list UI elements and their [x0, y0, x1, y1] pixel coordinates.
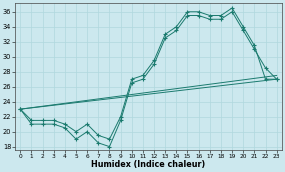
X-axis label: Humidex (Indice chaleur): Humidex (Indice chaleur) — [91, 160, 205, 169]
